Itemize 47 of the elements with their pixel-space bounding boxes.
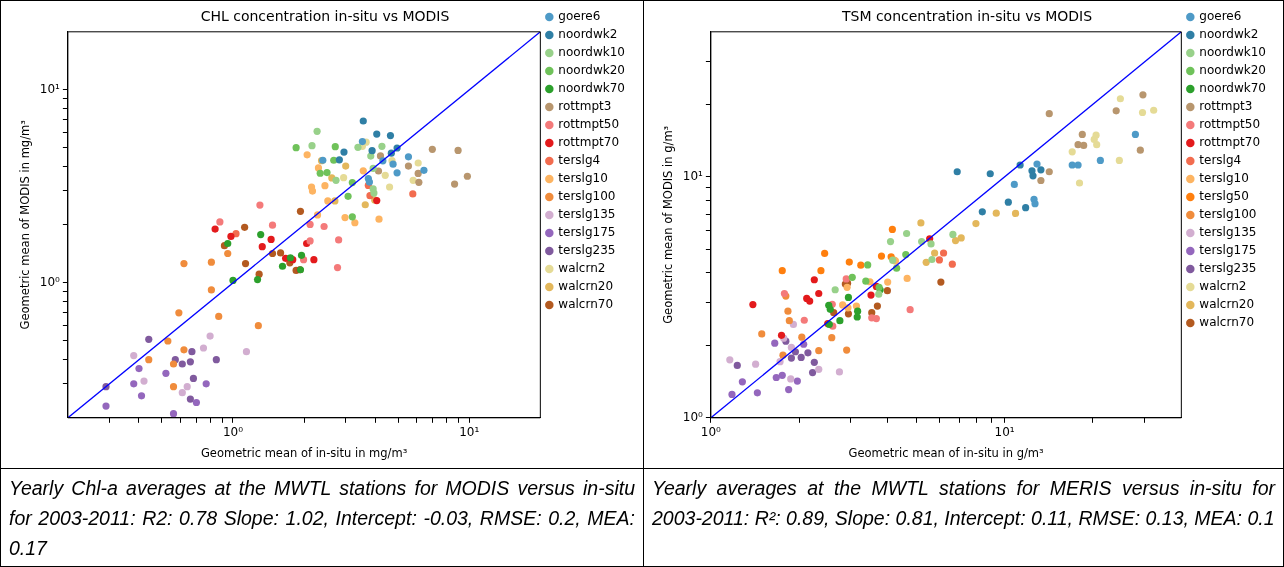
legend-label: rottmpt50	[558, 117, 620, 132]
legend-label: terslg135	[558, 207, 616, 222]
legend-label: rottmpt70	[1199, 135, 1261, 150]
y-axis-title: Geometric mean of MODIS in mg/m³	[17, 119, 32, 330]
legend-label: walcrn70	[558, 297, 614, 312]
x-axis-title: Geometric mean of in-situ in mg/m³	[200, 446, 408, 461]
legend-label: rottmpt70	[558, 135, 620, 150]
chart-title: TSM concentration in-situ vs MODIS	[840, 8, 1093, 25]
text: Yearly averages at the MWTL stations for MERIS versus in-situ for 2003-2011: R²: 0.89, Slope: 0.81, Intercept: 0.11, RMSE: 0.13, MEA: 0.1	[652, 476, 1275, 531]
legend-label: noordwk2	[558, 27, 618, 42]
legend-label: goere6	[558, 9, 601, 24]
legend-label: noordwk10	[1199, 45, 1267, 60]
legend-label: rottmpt50	[1199, 117, 1261, 132]
legend-label: rottmpt3	[558, 99, 612, 114]
x-tick-label: 10¹	[459, 425, 480, 440]
legend-label: noordwk20	[558, 63, 626, 78]
legend-label: walcrn2	[558, 261, 606, 276]
legend-label: terslg4	[558, 153, 601, 168]
legend-label: rottmpt3	[1199, 99, 1253, 114]
legend-label: terslg50	[1199, 189, 1249, 204]
x-tick-label: 10⁰	[700, 425, 722, 440]
legend-label: walcrn20	[558, 279, 614, 294]
legend-label: terslg235	[558, 243, 616, 258]
legend-label: terslg4	[1199, 153, 1242, 168]
text: Yearly Chl-a averages at the MWTL stations for MODIS versus in-situ for 2003-2011: R2: 0.78 Slope: 1.02, Intercept: -0.03, RMSE: 0.2, MEA: 0.17	[9, 476, 635, 561]
legend-label: terslg175	[558, 225, 616, 240]
x-tick-label: 10¹	[994, 425, 1015, 440]
legend-label: terslg135	[1199, 225, 1257, 240]
legend-label: walcrn70	[1199, 315, 1255, 330]
legend-label: terslg10	[1199, 171, 1249, 186]
legend-label: noordwk2	[1199, 27, 1259, 42]
legend-label: terslg10	[558, 171, 608, 186]
legend-label: walcrn2	[1199, 279, 1247, 294]
y-axis-title: Geometric mean of MODIS in g/m³	[660, 125, 675, 324]
legend-label: terslg100	[558, 189, 616, 204]
legend-label: terslg175	[1199, 243, 1257, 258]
legend-label: noordwk20	[1199, 63, 1267, 78]
legend-label: noordwk70	[558, 81, 626, 96]
x-tick-label: 10⁰	[222, 425, 244, 440]
x-axis-title: Geometric mean of in-situ in g/m³	[848, 446, 1045, 461]
legend-label: terslg100	[1199, 207, 1257, 222]
legend-label: walcrn20	[1199, 297, 1255, 312]
legend-label: noordwk70	[1199, 81, 1267, 96]
legend-label: terslg235	[1199, 261, 1257, 276]
chart-title: CHL concentration in-situ vs MODIS	[200, 8, 450, 25]
legend-label: noordwk10	[558, 45, 626, 60]
legend-label: goere6	[1199, 9, 1242, 24]
